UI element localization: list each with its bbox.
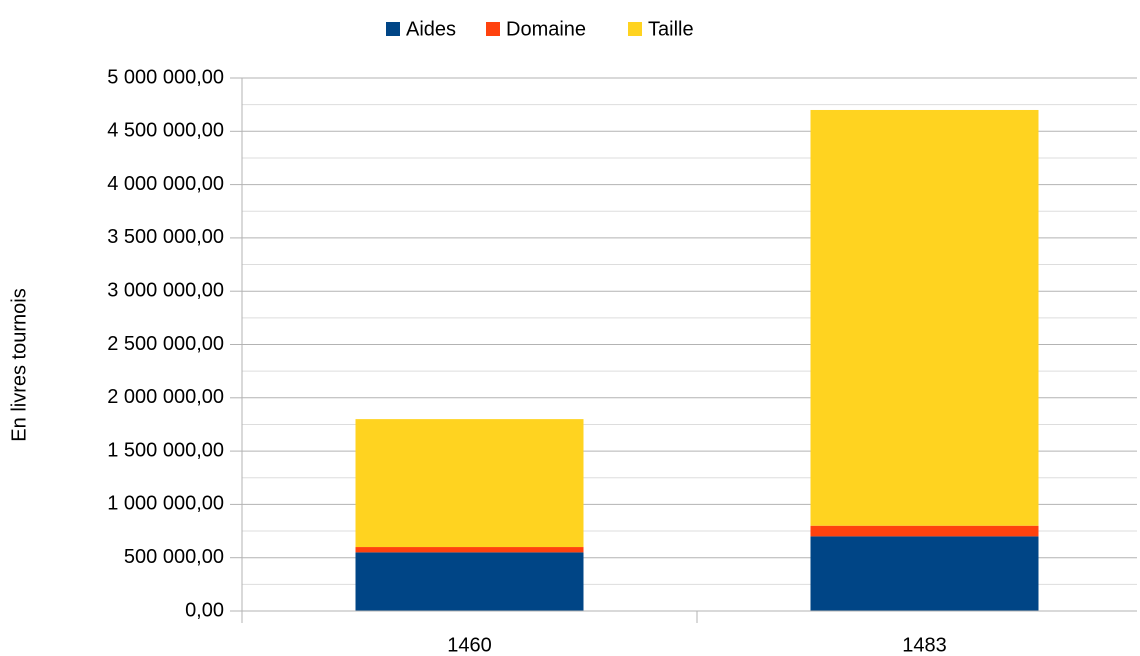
bar-segment — [810, 536, 1039, 611]
x-tick-label: 1483 — [902, 634, 947, 656]
y-tick-label: 1 000 000,00 — [107, 493, 224, 515]
y-axis-label: En livres tournois — [8, 288, 30, 441]
legend-label: Domaine — [506, 18, 586, 40]
legend-label: Aides — [406, 18, 456, 40]
y-tick-label: 5 000 000,00 — [107, 66, 224, 88]
bar-segment — [355, 419, 584, 548]
y-tick-label: 2 000 000,00 — [107, 386, 224, 408]
legend-label: Taille — [648, 18, 694, 40]
y-tick-label: 2 500 000,00 — [107, 333, 224, 355]
bar-segment — [355, 552, 584, 611]
y-tick-label: 4 500 000,00 — [107, 120, 224, 142]
legend-swatch — [386, 22, 400, 36]
bar-segment — [810, 109, 1039, 526]
bar-segment — [355, 547, 584, 553]
bar-segment — [810, 525, 1039, 537]
y-tick-label: 1 500 000,00 — [107, 439, 224, 461]
y-tick-label: 500 000,00 — [124, 546, 224, 568]
y-tick-label: 0,00 — [185, 599, 224, 621]
y-tick-label: 3 000 000,00 — [107, 279, 224, 301]
x-tick-label: 1460 — [447, 634, 492, 656]
y-tick-label: 3 500 000,00 — [107, 226, 224, 248]
y-tick-label: 4 000 000,00 — [107, 173, 224, 195]
legend-swatch — [486, 22, 500, 36]
legend-swatch — [628, 22, 642, 36]
